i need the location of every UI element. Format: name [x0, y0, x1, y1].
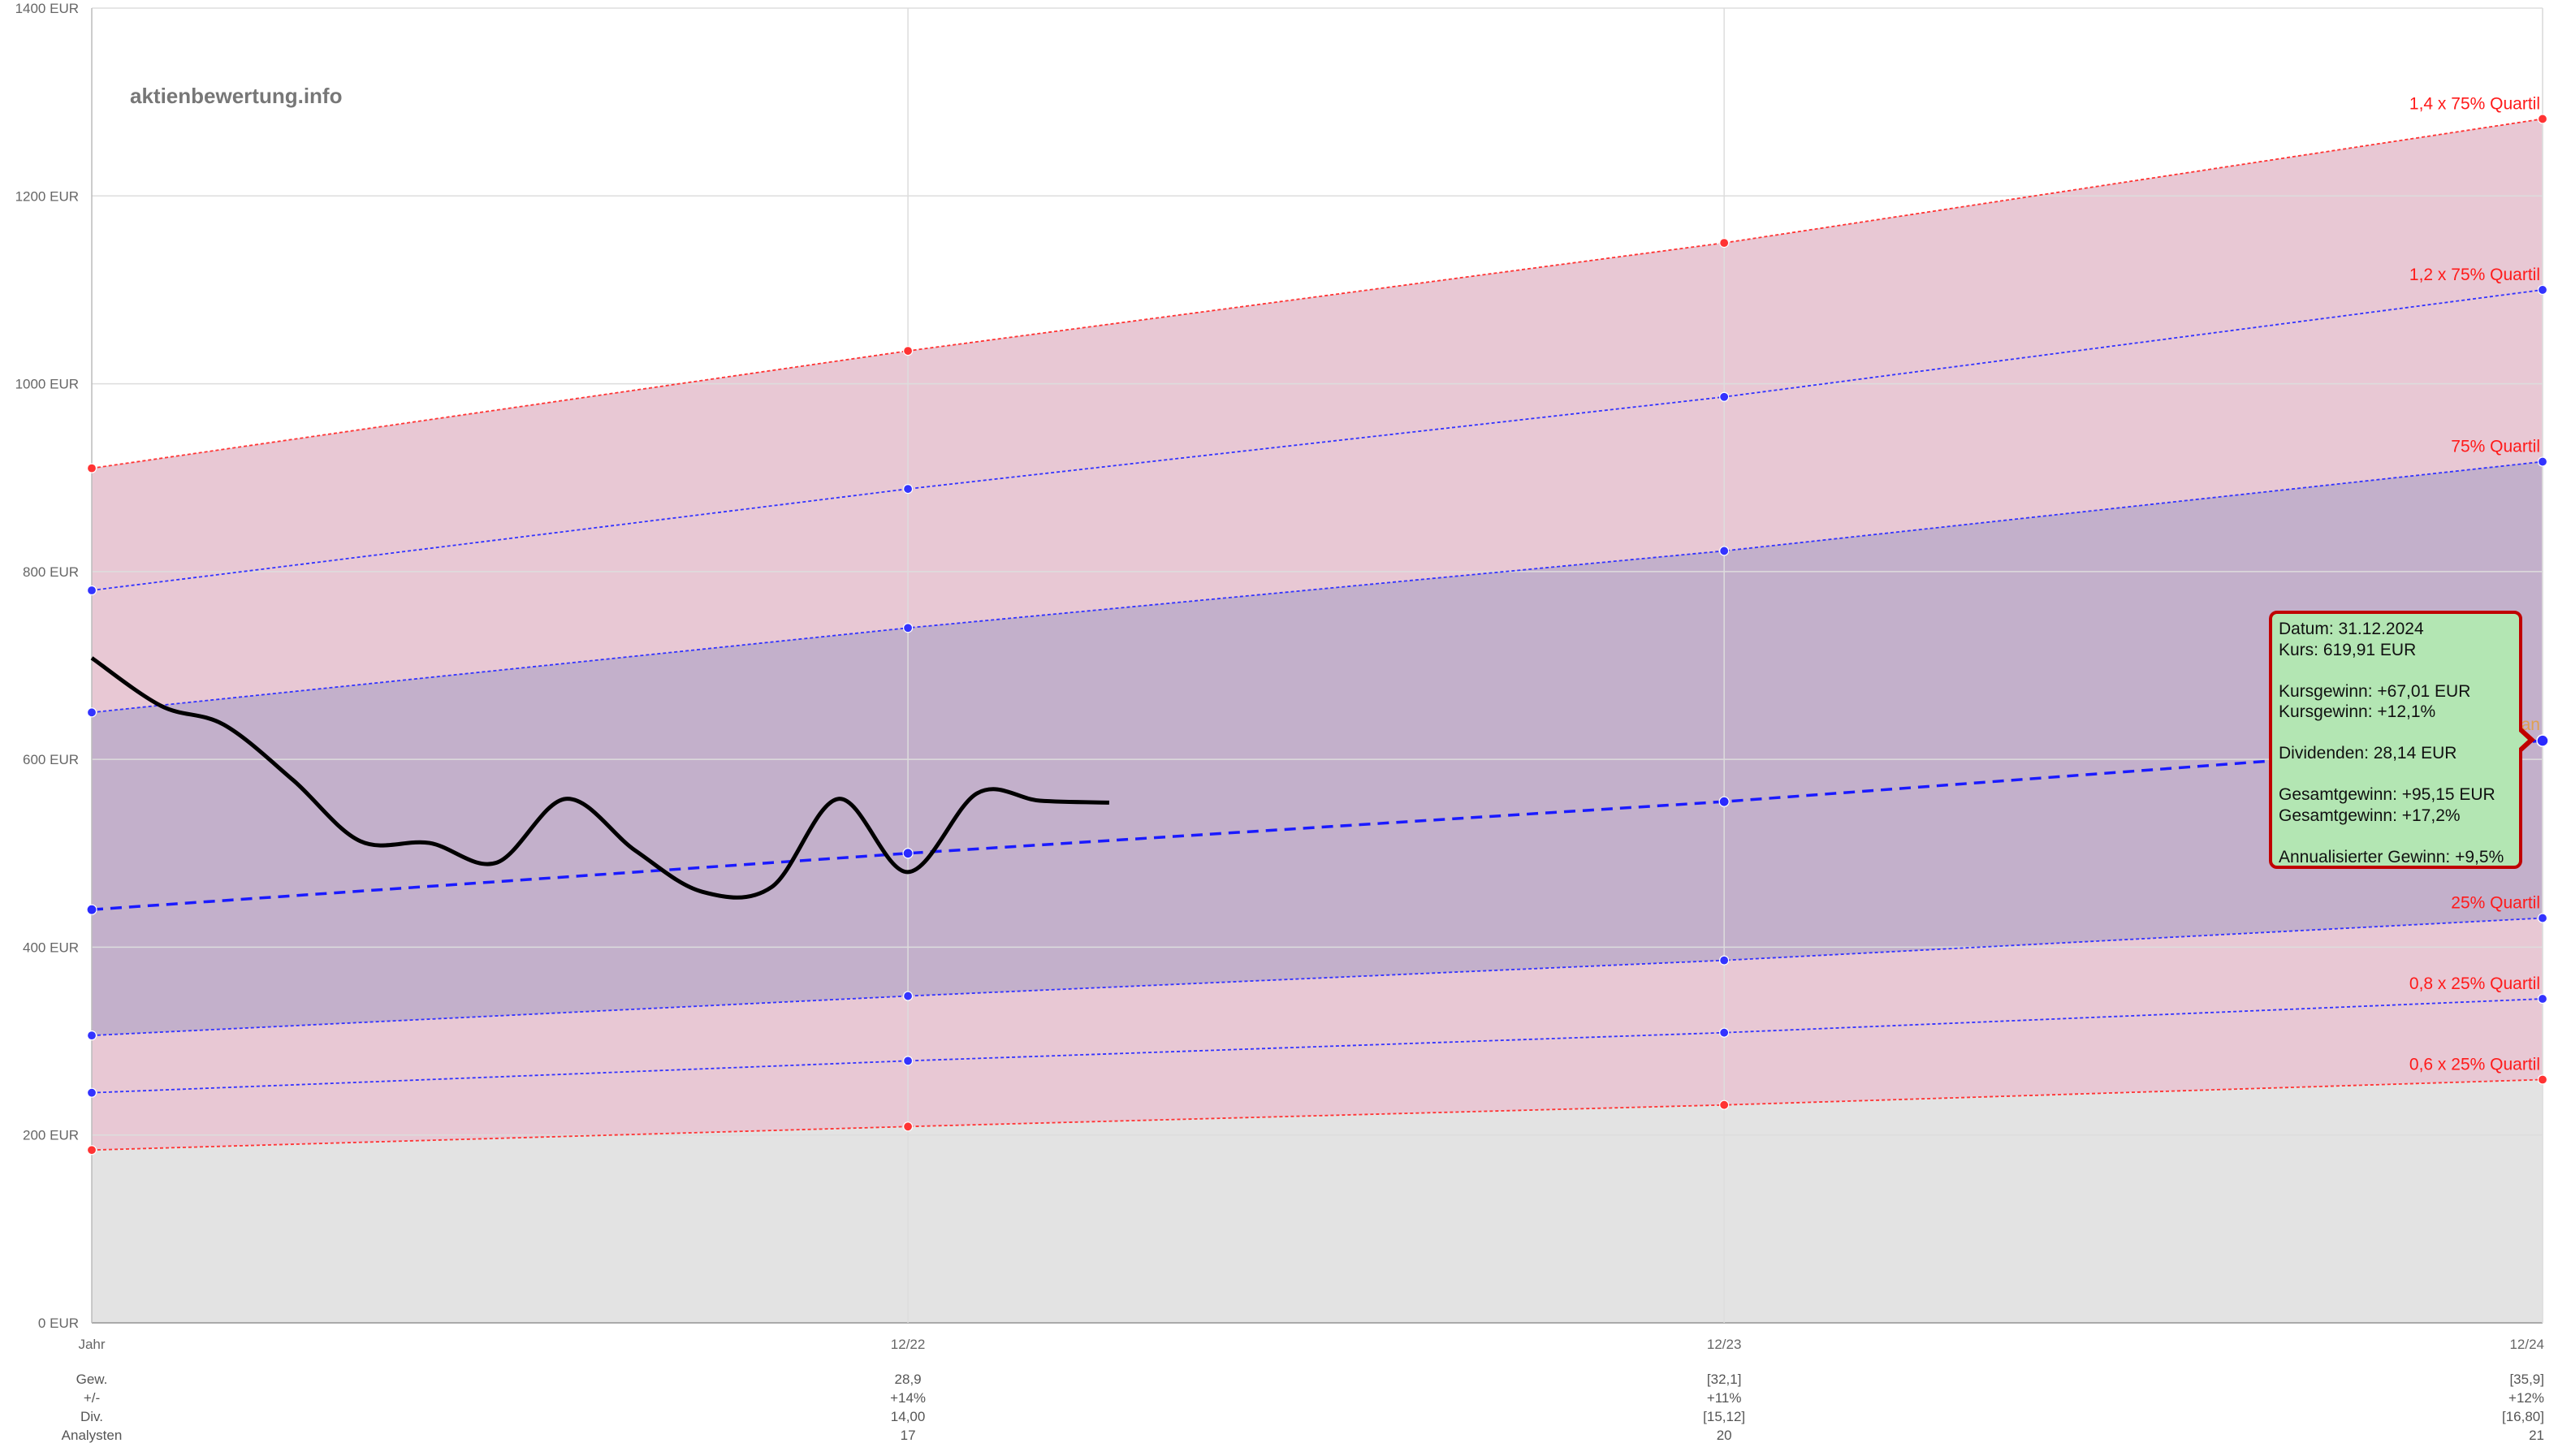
valuation-point: [2537, 993, 2548, 1005]
valuation-line: [91, 739, 2543, 911]
price-series: [90, 656, 1109, 900]
valuation-point: [86, 585, 97, 596]
y-tick-label: 1200 EUR: [15, 188, 79, 204]
valuation-point: [86, 1145, 97, 1156]
tooltip-line: Annualisierter Gewinn: +9,5%: [2279, 847, 2504, 866]
tooltip-line: Kursgewinn: +67,01 EUR: [2279, 681, 2471, 701]
valuation-point: [2537, 456, 2548, 467]
y-tick-label: 200 EUR: [23, 1128, 79, 1143]
valuation-point: [902, 623, 914, 633]
tooltip-line: Gesamtgewinn: +17,2%: [2279, 806, 2461, 825]
tooltip-spacer: [2279, 723, 2513, 744]
tooltip-line: Kurs: 619,91 EUR: [2279, 640, 2417, 659]
valuation-line: [91, 1078, 2543, 1151]
data-tooltip: Datum: 31.12.2024 Kurs: 619,91 EUR Kursgew…: [2269, 611, 2522, 869]
y-tick-label: 1000 EUR: [15, 377, 79, 392]
watermark-text: aktienbewertung.info: [130, 84, 342, 108]
band-label: 0,6 x 25% Quartil: [2409, 1055, 2540, 1074]
table-cell: 21: [2529, 1428, 2544, 1443]
valuation-bands: [92, 119, 2543, 1323]
table-row-label: Div.: [80, 1409, 103, 1424]
grid: [91, 7, 2543, 1324]
table-cell: [35,9]: [2509, 1372, 2544, 1387]
valuation-point: [1719, 238, 1730, 248]
table-cell: [16,80]: [2502, 1409, 2544, 1424]
axes: 0 EUR 200 EUR 400 EUR 600 EUR 800 EUR 1000 EU…: [15, 1, 2544, 1352]
table-cell: +12%: [2508, 1390, 2544, 1406]
valuation-point: [86, 707, 97, 718]
valuation-point: [1719, 1027, 1730, 1038]
y-tick-label: 800 EUR: [23, 564, 79, 580]
valuation-point: [902, 483, 914, 495]
x-tick-label: 12/24: [2509, 1337, 2544, 1352]
table-cell: +14%: [890, 1390, 926, 1406]
band-label: 1,4 x 75% Quartil: [2409, 94, 2540, 113]
valuation-line: [91, 289, 2543, 591]
valuation-point: [902, 1056, 914, 1066]
tooltip-spacer: [2279, 826, 2513, 847]
band-2: [92, 1079, 2543, 1323]
tooltip-spacer: [2279, 660, 2513, 681]
tooltip-spacer: [2279, 764, 2513, 785]
band-labels: 1,4 x 75% Quartil 1,2 x 75% Quartil 75% Qu…: [2409, 94, 2540, 1074]
valuation-point: [902, 848, 914, 859]
valuation-line: [91, 118, 2543, 469]
valuation-point: [86, 463, 97, 473]
valuation-point: [902, 1121, 914, 1132]
valuation-point: [2537, 1074, 2548, 1085]
valuation-point: [902, 991, 914, 1001]
valuation-line: [91, 460, 2543, 714]
table-cell: 17: [901, 1428, 916, 1443]
table-cell: 14,00: [891, 1409, 926, 1424]
tooltip-target-point: [2536, 734, 2549, 747]
valuation-point: [2537, 913, 2548, 923]
tooltip-pointer-inner: [2517, 730, 2528, 750]
table-cell: [15,12]: [1703, 1409, 1745, 1424]
band-label: 25% Quartil: [2451, 894, 2540, 913]
valuation-line: [91, 998, 2543, 1094]
valuation-line: [91, 917, 2543, 1037]
valuation-point: [2537, 284, 2548, 296]
valuation-point: [1719, 955, 1730, 966]
table-row-label: +/-: [84, 1390, 100, 1406]
tooltip-line: Dividenden: 28,14 EUR: [2279, 744, 2457, 763]
band-label: 0,8 x 25% Quartil: [2409, 974, 2540, 993]
valuation-point: [902, 345, 914, 356]
y-tick-label: 600 EUR: [23, 752, 79, 767]
y-tick-label: 0 EUR: [38, 1316, 79, 1331]
y-tick-label: 400 EUR: [23, 940, 79, 955]
x-tick-label: Jahr: [78, 1337, 105, 1352]
valuation-point: [1719, 391, 1730, 402]
table-cell: [32,1]: [1707, 1372, 1742, 1387]
table-cell: 20: [1717, 1428, 1732, 1443]
table-cell: +11%: [1707, 1390, 1742, 1406]
valuation-point: [1719, 546, 1730, 556]
tooltip-line: Datum: 31.12.2024: [2279, 620, 2424, 638]
x-tick-label: 12/23: [1707, 1337, 1742, 1352]
valuation-point: [2537, 114, 2548, 124]
band-label: 75% Quartil: [2451, 438, 2540, 456]
table-cell: 28,9: [895, 1372, 922, 1387]
y-tick-label: 1400 EUR: [15, 1, 79, 16]
band-label: 1,2 x 75% Quartil: [2409, 266, 2540, 284]
valuation-point: [86, 1087, 97, 1098]
valuation-lines: [86, 114, 2549, 1156]
x-tick-label: 12/22: [891, 1337, 926, 1352]
valuation-point: [86, 904, 97, 915]
valuation-point: [1718, 796, 1730, 807]
tooltip-line: Kursgewinn: +12,1%: [2279, 702, 2436, 721]
valuation-point: [86, 1030, 97, 1041]
table-row-label: Gew.: [76, 1372, 108, 1387]
table-row-label: Analysten: [62, 1428, 123, 1443]
tooltip-line: Gesamtgewinn: +95,15 EUR: [2279, 785, 2495, 804]
price-line: [90, 656, 1109, 900]
valuation-point: [1719, 1100, 1730, 1110]
data-table: Gew. +/- Div. Analysten 28,9 +14% 14,00 17 [32,1…: [62, 1372, 2544, 1443]
